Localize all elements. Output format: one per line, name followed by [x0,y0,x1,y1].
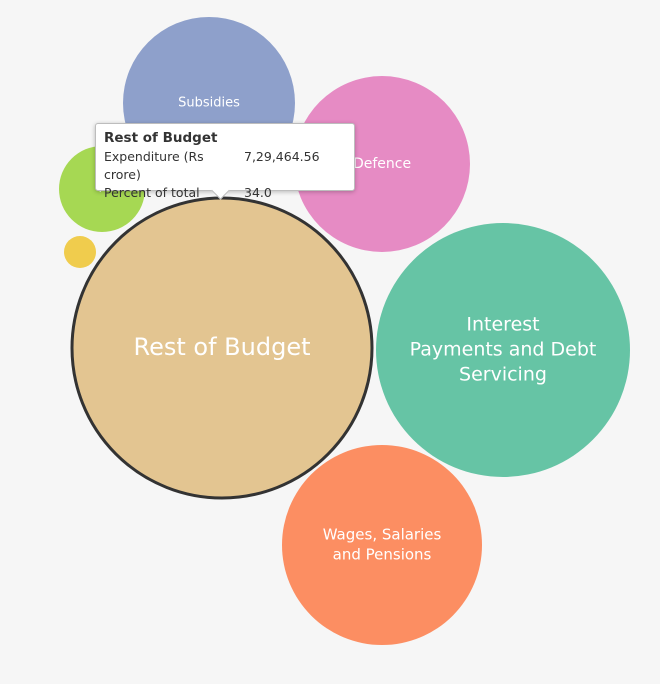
bubble-circle-wages-salaries-and-pensions[interactable] [282,445,482,645]
bubble-unlabeled[interactable] [64,236,96,268]
tooltip-row-expenditure: Expenditure (Rs crore) 7,29,464.56 [104,148,346,184]
tooltip-label-expenditure: Expenditure (Rs crore) [104,149,204,182]
bubble-rest-of-budget[interactable]: Rest of Budget [70,196,374,500]
tooltip: Rest of Budget Expenditure (Rs crore) 7,… [95,123,355,200]
bubble-label-interest-payments-and-debt-servicing-line-1: Interest [466,314,539,336]
bubble-interest-payments-and-debt-servicing[interactable]: Interest Payments and Debt Servicing [376,223,630,477]
bubble-label-wages-salaries-and-pensions-line-1: Wages, Salaries [323,526,442,544]
bubble-label-subsidies-line-1: Subsidies [178,96,240,111]
bubble-label-wages-salaries-and-pensions-line-2: and Pensions [333,546,432,564]
bubble-label-interest-payments-and-debt-servicing-line-3: Servicing [459,364,547,386]
bubble-label-interest-payments-and-debt-servicing-line-2: Payments and Debt [410,339,597,361]
bubble-label-rest-of-budget-line-1: Rest of Budget [134,333,311,361]
bubble-circle-unlabeled[interactable] [64,236,96,268]
bubble-defence[interactable]: Defence [294,76,470,252]
bubble-circle-interest-payments-and-debt-servicing[interactable] [376,223,630,477]
tooltip-row-percent: Percent of total 34.0 [104,184,346,202]
tooltip-value-percent: 34.0 [244,185,272,200]
bubble-label-defence-line-1: Defence [353,156,411,172]
tooltip-value-expenditure: 7,29,464.56 [244,149,320,164]
bubble-circle-defence[interactable] [294,76,470,252]
bubble-wages-salaries-and-pensions[interactable]: Wages, Salaries and Pensions [282,445,482,645]
tooltip-title: Rest of Budget [104,130,218,146]
tooltip-label-percent: Percent of total [104,185,200,200]
